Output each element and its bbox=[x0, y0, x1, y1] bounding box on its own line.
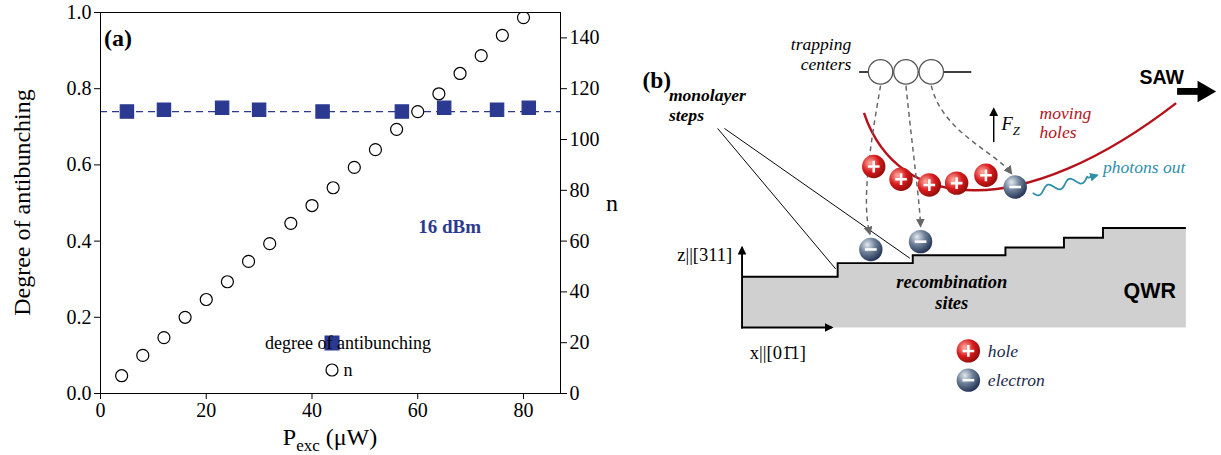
svg-text:60: 60 bbox=[570, 230, 590, 252]
svg-text:recombinationsites: recombinationsites bbox=[896, 271, 1007, 312]
svg-text:0.6: 0.6 bbox=[67, 153, 92, 175]
svg-text:(a): (a) bbox=[104, 25, 132, 51]
svg-text:QWR: QWR bbox=[1124, 279, 1177, 303]
svg-text:80: 80 bbox=[570, 179, 590, 201]
svg-text:x||[01̄1]: x||[01̄1] bbox=[750, 342, 806, 363]
svg-text:Degree of antibunching: Degree of antibunching bbox=[9, 89, 35, 316]
svg-text:hole: hole bbox=[988, 341, 1018, 361]
svg-text:(b): (b) bbox=[643, 67, 672, 93]
svg-text:20: 20 bbox=[570, 331, 590, 353]
svg-text:n: n bbox=[344, 360, 353, 380]
svg-text:20: 20 bbox=[196, 399, 216, 421]
svg-text:degree of antibunching: degree of antibunching bbox=[265, 333, 431, 353]
svg-text:n: n bbox=[606, 190, 618, 216]
svg-text:0.4: 0.4 bbox=[67, 230, 92, 252]
svg-text:monolayersteps: monolayersteps bbox=[668, 85, 746, 125]
svg-text:0: 0 bbox=[570, 382, 580, 404]
svg-text:Pexc (μW): Pexc (μW) bbox=[283, 424, 377, 455]
svg-text:SAW: SAW bbox=[1140, 66, 1185, 88]
svg-text:60: 60 bbox=[408, 399, 428, 421]
svg-text:0: 0 bbox=[96, 399, 106, 421]
svg-text:0.8: 0.8 bbox=[67, 77, 92, 99]
svg-text:120: 120 bbox=[570, 77, 600, 99]
svg-text:0.0: 0.0 bbox=[67, 382, 92, 404]
svg-text:16 dBm: 16 dBm bbox=[418, 216, 481, 237]
svg-text:movingholes: movingholes bbox=[1040, 103, 1092, 143]
svg-text:1.0: 1.0 bbox=[67, 1, 92, 23]
svg-text:80: 80 bbox=[513, 399, 533, 421]
svg-text:electron: electron bbox=[988, 370, 1045, 390]
svg-text:trappingcenters: trappingcenters bbox=[791, 34, 852, 74]
svg-text:40: 40 bbox=[570, 280, 590, 302]
svg-text:100: 100 bbox=[570, 128, 600, 150]
svg-text:140: 140 bbox=[570, 26, 600, 48]
svg-text:40: 40 bbox=[302, 399, 322, 421]
svg-text:FZ: FZ bbox=[1001, 113, 1021, 138]
svg-text:z||[311]: z||[311] bbox=[677, 244, 732, 265]
svg-text:0.2: 0.2 bbox=[67, 306, 92, 328]
svg-text:photons out: photons out bbox=[1101, 157, 1187, 177]
